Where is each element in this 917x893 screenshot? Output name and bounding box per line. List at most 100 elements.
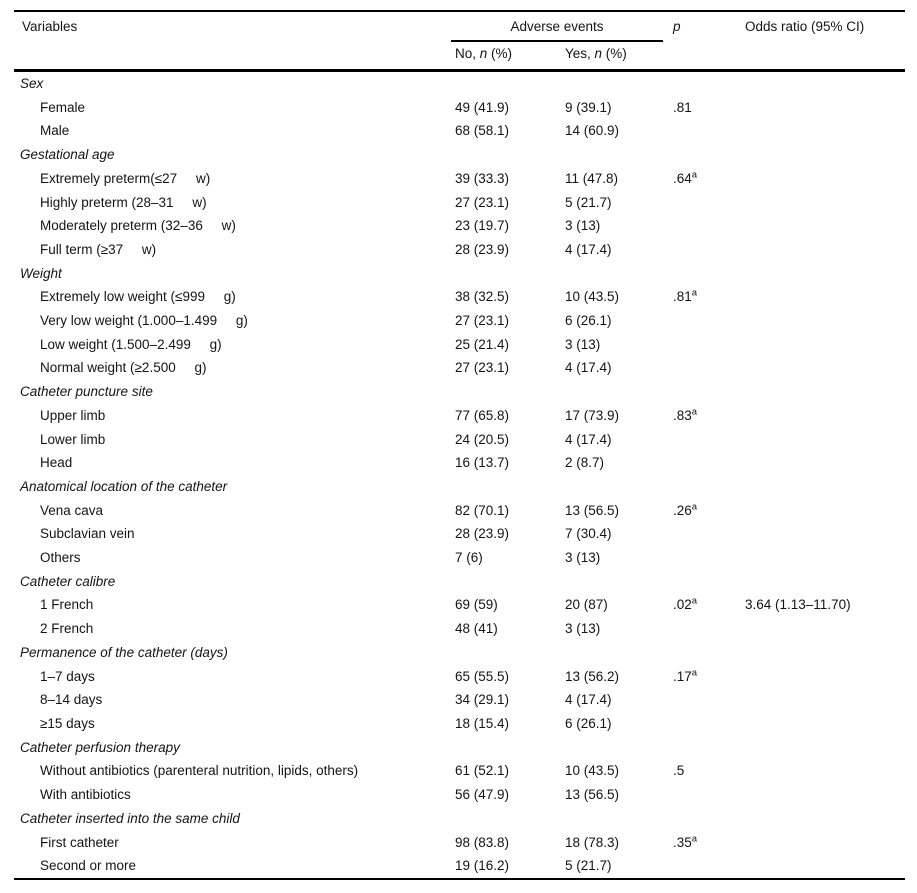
p-footnote-marker: a [691,667,698,679]
variable-label-cell: Female [40,99,86,115]
p-value-cell: .17a [673,665,745,689]
variable-row: Moderately preterm (32–36 w) 23 (19.7) 3 (… [14,214,905,238]
variable-row: Female 49 (41.9) 9 (39.1) .81 [14,96,905,120]
variable-row: Very low weight (1.000–1.499 g) 27 (23.1)… [14,309,905,333]
p-footnote-marker: a [691,595,698,607]
p-footnote-marker: a [691,833,698,844]
group-row: Catheter perfusion therapy [14,736,905,760]
table-header: Variables Adverse events p Odds ratio (9… [14,11,905,71]
group-label: Catheter calibre [20,573,116,589]
group-row: Gestational age [14,143,905,167]
p-value-cell: .02a [673,593,745,617]
odds-ratio-cell [745,665,905,689]
no-count-cell: 16 (13.7) [455,455,510,471]
p-value: .64 [673,170,692,186]
yes-count-cell: 5 (21.7) [565,858,612,874]
p-value-cell [673,428,745,452]
variable-row: Male 68 (58.1) 14 (60.9) [14,119,905,143]
p-value-cell [673,309,745,333]
yes-count-cell: 3 (13) [565,550,601,566]
odds-ratio-cell [745,617,905,641]
p-value-cell [673,238,745,262]
variable-row: Others 7 (6) 3 (13) [14,546,905,570]
variable-row: Extremely preterm(≤27 w) 39 (33.3) 11 (47.… [14,167,905,191]
odds-ratio-cell [745,854,905,879]
subheader-row: No, n (%) Yes, n (%) [14,42,905,71]
yes-count-cell: 3 (13) [565,621,601,637]
variable-row: Normal weight (≥2.500 g) 27 (23.1) 4 (17.4… [14,356,905,380]
yes-count-cell: 5 (21.7) [565,194,612,210]
variable-label-cell: 2 French [40,621,94,637]
odds-ratio-cell [745,831,905,855]
variable-label-cell: Moderately preterm (32–36 w) [40,218,236,234]
odds-ratio-cell [745,96,905,120]
variable-row: Upper limb 77 (65.8) 17 (73.9) .83a [14,404,905,428]
odds-ratio-cell [745,688,905,712]
group-row: Catheter calibre [14,570,905,594]
variable-row: Without antibiotics (parenteral nutritio… [14,759,905,783]
variable-row: ≥15 days 18 (15.4) 6 (26.1) [14,712,905,736]
no-count-cell: 23 (19.7) [455,218,510,234]
yes-count-cell: 13 (56.5) [565,787,620,803]
p-value-cell [673,854,745,879]
yes-count-cell: 4 (17.4) [565,241,612,257]
p-value-cell [673,214,745,238]
variable-label-cell: ≥15 days [40,715,95,731]
adverse-events-table: Variables Adverse events p Odds ratio (9… [14,10,905,880]
no-count-cell: 28 (23.9) [455,526,510,542]
p-footnote-marker: a [691,406,698,418]
odds-ratio-cell [745,285,905,309]
group-row: Weight [14,262,905,286]
yes-count-cell: 18 (78.3) [565,834,620,850]
odds-ratio-cell [745,428,905,452]
p-value-cell [673,522,745,546]
variable-row: Head 16 (13.7) 2 (8.7) [14,451,905,475]
no-count-cell: 24 (20.5) [455,431,510,447]
no-count-cell: 25 (21.4) [455,336,510,352]
group-row: Permanence of the catheter (days) [14,641,905,665]
odds-ratio-cell [745,759,905,783]
no-count-cell: 38 (32.5) [455,289,510,305]
variable-label-cell: Low weight (1.500–2.499 g) [40,336,222,352]
p-value-cell: .64a [673,167,745,191]
odds-ratio-cell [745,546,905,570]
no-count-cell: 61 (52.1) [455,763,510,779]
variable-label-cell: Without antibiotics (parenteral nutritio… [40,763,359,779]
no-percent-label: (%) [487,46,513,61]
p-value-cell [673,688,745,712]
yes-n-symbol: n [594,46,603,61]
p-footnote-marker: a [691,287,698,299]
yes-count-cell: 10 (43.5) [565,289,620,305]
variable-label-cell: Second or more [40,858,137,874]
col-header-variables: Variables [22,19,78,34]
variable-row: 2 French 48 (41) 3 (13) [14,617,905,641]
p-value-cell: .35a [673,831,745,855]
variable-label-cell: Highly preterm (28–31 w) [40,194,207,210]
col-header-adverse-events: Adverse events [451,11,673,42]
yes-count-cell: 14 (60.9) [565,123,620,139]
yes-count-cell: 4 (17.4) [565,692,612,708]
variable-label-cell: Normal weight (≥2.500 g) [40,360,207,376]
yes-count-cell: 9 (39.1) [565,99,612,115]
variable-label-cell: Male [40,123,70,139]
col-subheader-yes: Yes, n (%) [565,42,673,71]
col-subheader-no: No, n (%) [455,42,565,71]
no-count-cell: 27 (23.1) [455,194,510,210]
p-value-cell [673,546,745,570]
yes-count-cell: 11 (47.8) [565,170,619,186]
yes-count-cell: 3 (13) [565,218,601,234]
p-value: .5 [673,763,685,779]
variable-row: Full term (≥37 w) 28 (23.9) 4 (17.4) [14,238,905,262]
no-count-cell: 27 (23.1) [455,313,510,329]
yes-count-cell: 4 (17.4) [565,360,612,376]
adverse-events-label: Adverse events [510,19,604,34]
yes-count-cell: 6 (26.1) [565,313,612,329]
variable-label-cell: 1–7 days [40,668,95,684]
yes-count-cell: 13 (56.5) [565,502,620,518]
variable-row: 1 French 69 (59) 20 (87) .02a 3.64 (1.13–11.… [14,593,905,617]
odds-ratio-cell: 3.64 (1.13–11.70) [745,597,851,613]
yes-count-cell: 10 (43.5) [565,763,620,779]
no-count-cell: 98 (83.8) [455,834,510,850]
p-value-cell [673,783,745,807]
p-value-cell [673,451,745,475]
